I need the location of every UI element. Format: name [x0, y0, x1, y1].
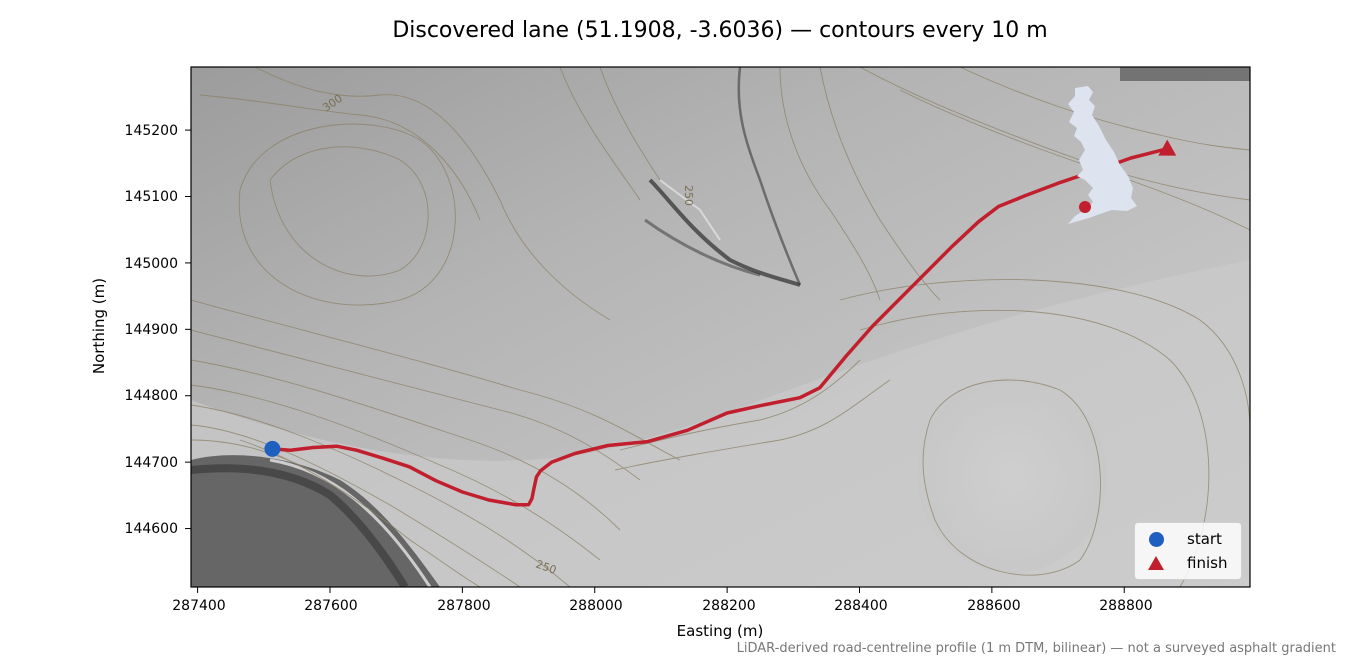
uk-inset-map: [1068, 86, 1137, 224]
legend-label-finish: finish: [1187, 554, 1228, 572]
inset-location-dot: [1079, 201, 1091, 213]
x-tick-label: 288200: [702, 598, 756, 614]
footnote: LiDAR-derived road-centreline profile (1…: [736, 641, 1336, 656]
legend-item-finish: finish: [1145, 552, 1227, 574]
x-tick-label: 288000: [569, 598, 623, 614]
legend-label-start: start: [1187, 530, 1222, 548]
x-axis-ticks: [197, 587, 1125, 593]
y-tick-label: 145100: [124, 189, 178, 205]
route-line: [270, 146, 1170, 507]
y-tick-label: 144900: [124, 322, 178, 338]
contour-label: 250: [682, 185, 695, 206]
y-tick-label: 145000: [124, 256, 178, 272]
finish-marker: [1158, 139, 1177, 156]
finish-legend-icon: [1145, 552, 1167, 574]
plot-frame: [190, 66, 1251, 588]
x-tick-label: 287400: [172, 598, 226, 614]
x-axis-label: Easting (m): [676, 622, 764, 640]
uk-outline: [1068, 86, 1137, 224]
y-axis-ticks: [185, 129, 191, 530]
y-tick-label: 145200: [124, 123, 178, 139]
y-axis-label: Northing (m): [90, 277, 108, 375]
start-legend-icon: [1145, 528, 1167, 550]
x-tick-label: 287600: [304, 598, 358, 614]
hillshade-layer: 300 250 250: [191, 67, 1250, 587]
legend: start finish: [1134, 522, 1242, 580]
x-tick-label: 288400: [834, 598, 888, 614]
y-tick-label: 144600: [124, 521, 178, 537]
x-tick-label: 288600: [967, 598, 1021, 614]
chart-title: Discovered lane (51.1908, -3.6036) — con…: [392, 18, 1048, 43]
x-tick-label: 288800: [1099, 598, 1153, 614]
legend-item-start: start: [1145, 528, 1222, 550]
y-tick-label: 144800: [124, 388, 178, 404]
start-marker: [264, 440, 281, 457]
y-tick-label: 144700: [124, 455, 178, 471]
x-tick-label: 287800: [437, 598, 491, 614]
